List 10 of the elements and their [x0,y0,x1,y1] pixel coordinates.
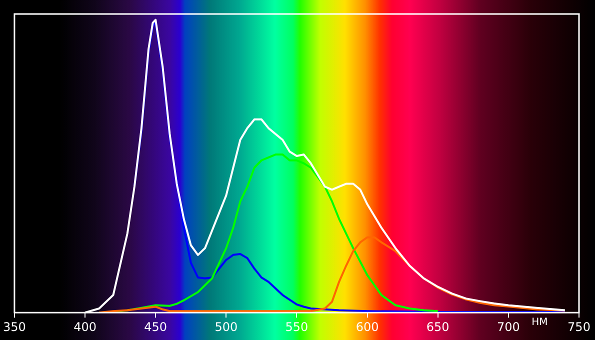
x-tick-label: 600 [356,320,379,334]
x-tick-label: 700 [496,320,520,334]
x-tick-label: 650 [426,320,450,334]
x-tick-label: 400 [74,320,96,334]
x-tick-label: 450 [144,320,168,334]
x-axis-title: НМ [532,317,548,328]
x-tick-label: 550 [285,320,308,334]
x-tick-label: 350 [3,320,26,334]
x-tick-label: 500 [214,320,238,334]
x-tick-label: 750 [568,320,590,334]
